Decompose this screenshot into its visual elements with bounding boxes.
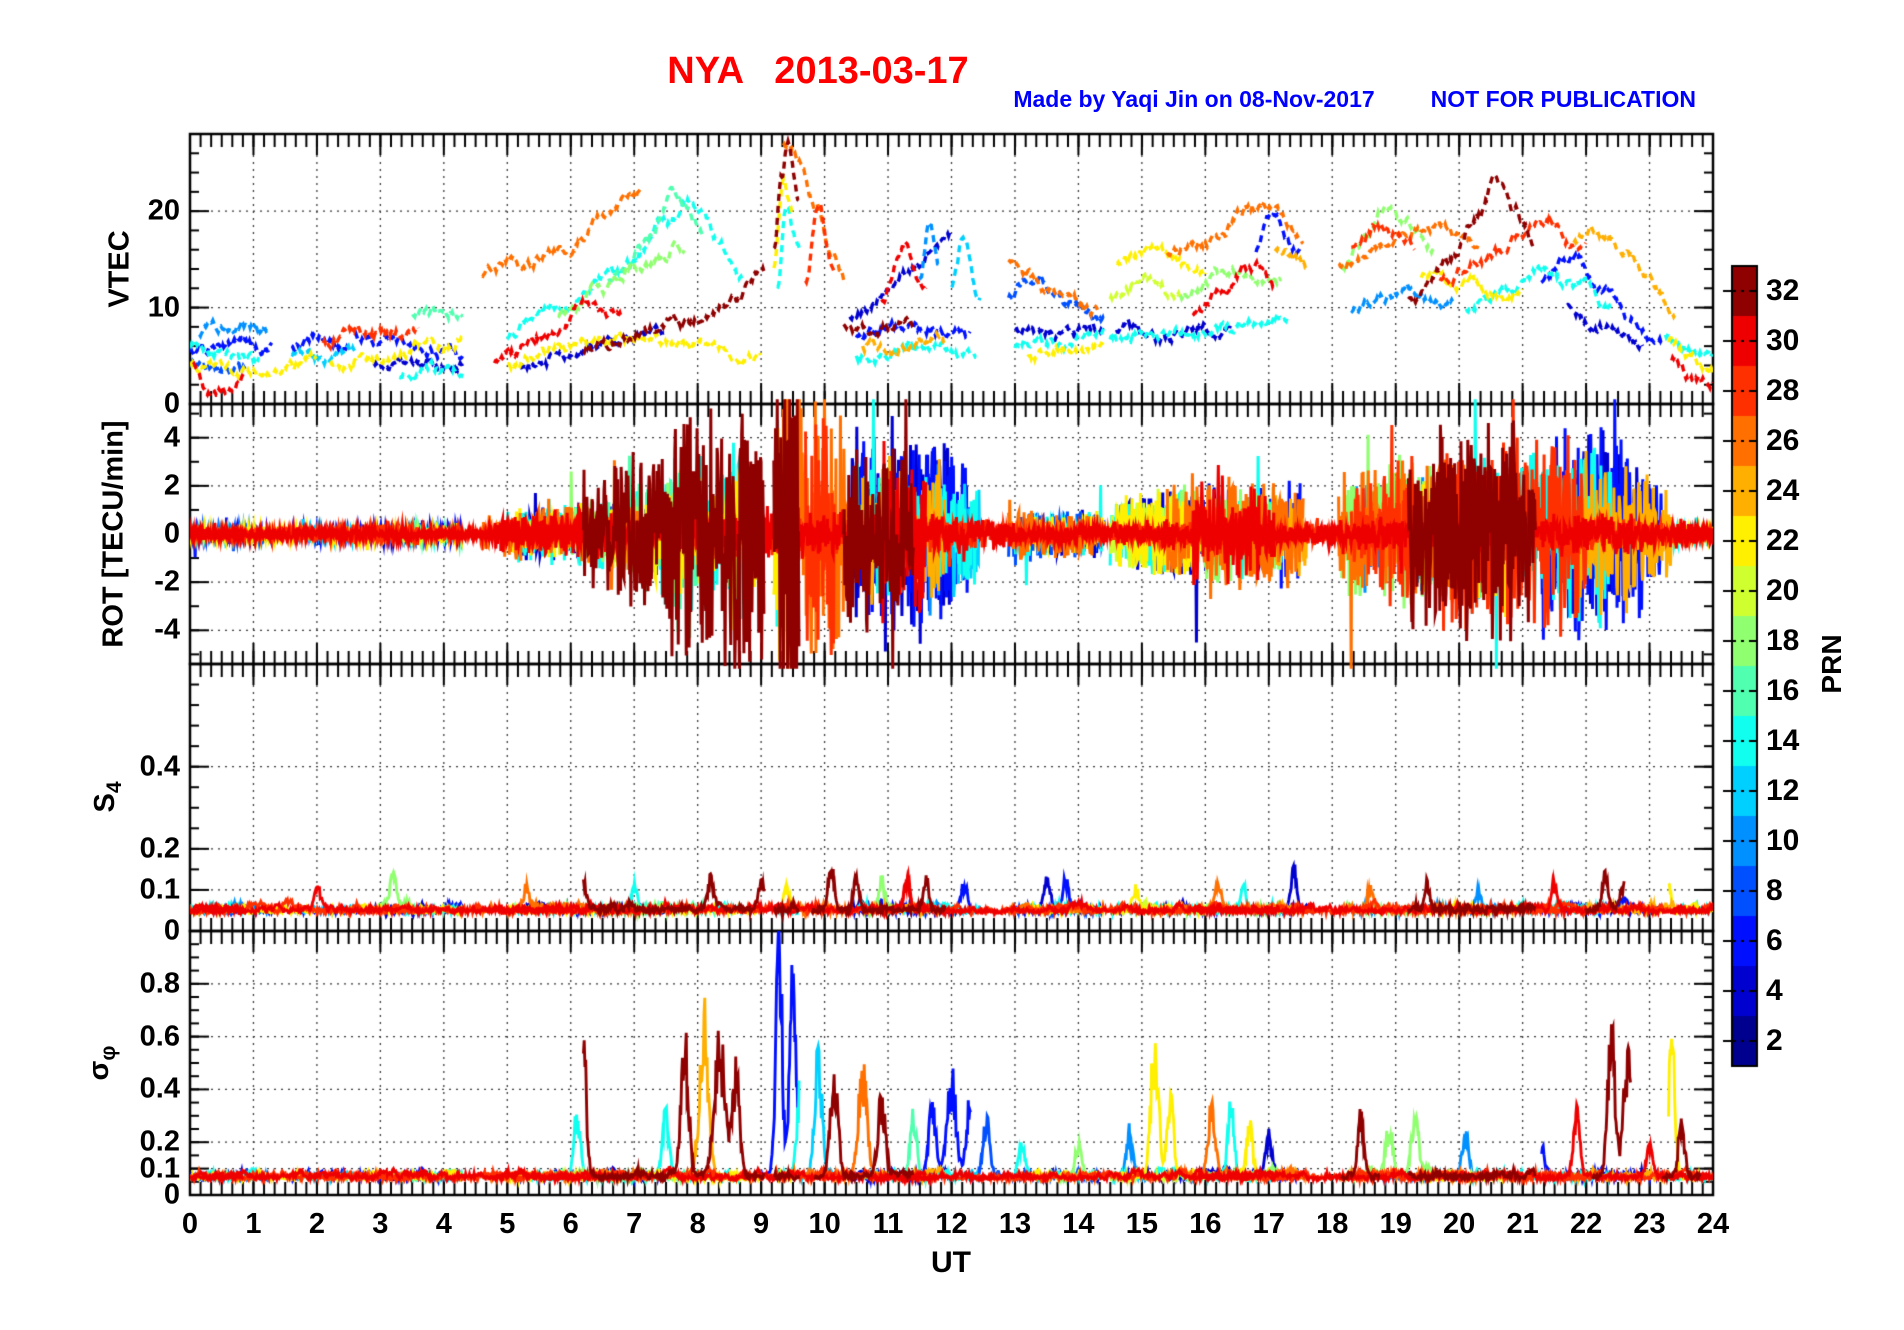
colorbar-tick-label: 20 [1766,574,1800,607]
colorbar-tick-label: 18 [1766,624,1800,657]
colorbar-tick-label: 2 [1766,1024,1783,1057]
x-tick-label: 21 [1506,1208,1539,1240]
y-tick-label: 2 [163,469,180,502]
colorbar-tick-label: 6 [1766,924,1783,957]
vtec-axis-label: VTEC [103,230,136,308]
x-tick-label: 15 [1125,1208,1159,1240]
x-tick-label: 11 [872,1208,904,1240]
sigma-phi-axis-label: σφ [83,1045,120,1081]
x-tick-label: 18 [1316,1208,1349,1240]
credit-text: Made by Yaqi Jin on 08-Nov-2017 [1013,86,1375,112]
y-tick-label: 0.6 [139,1020,180,1053]
colorbar-tick-label: 8 [1766,874,1783,907]
y-tick-label: 0 [163,1178,180,1211]
y-tick-label: 4 [163,421,180,454]
not-for-publication-text: NOT FOR PUBLICATION [1430,86,1696,112]
x-tick-label: 5 [499,1208,516,1240]
x-tick-label: 14 [1062,1208,1095,1240]
x-tick-label: 17 [1252,1208,1285,1240]
x-tick-label: 0 [181,1208,199,1240]
colorbar-tick-label: 16 [1766,674,1800,707]
x-tick-label: 13 [998,1208,1032,1240]
x-tick-label: 4 [435,1208,452,1240]
y-tick-label: 0.2 [139,1125,180,1158]
y-tick-label: 0.8 [139,967,180,1000]
y-tick-label: 0.4 [139,750,180,783]
colorbar-label: PRN [1816,634,1847,694]
x-tick-label: 3 [372,1208,389,1240]
rot-axis-label: ROT [TECU/min] [97,420,130,648]
colorbar-tick-label: 14 [1766,724,1800,757]
y-tick-label: 20 [147,194,180,227]
x-tick-label: 20 [1443,1208,1476,1240]
colorbar-tick-label: 12 [1766,774,1800,807]
x-tick-label: 24 [1696,1208,1730,1240]
y-tick-label: 0.1 [139,1152,180,1185]
colorbar-tick-label: 22 [1766,524,1800,557]
x-tick-label: 23 [1633,1208,1666,1240]
x-tick-label: 22 [1569,1208,1603,1240]
y-tick-label: 0.1 [139,873,180,906]
colorbar-tick-label: 30 [1766,324,1800,357]
y-tick-label: 10 [147,291,180,324]
x-tick-label: 9 [753,1208,770,1240]
s4-axis-label: S4 [89,781,126,813]
subtitle: Made by Yaqi Jin on 08-Nov-2017 NOT FOR … [1013,86,1696,113]
colorbar-tick-label: 24 [1766,474,1800,507]
x-tick-label: 6 [562,1208,579,1240]
colorbar-tick-label: 4 [1766,974,1783,1007]
y-tick-label: 0 [163,517,180,550]
y-tick-label: -2 [154,565,180,598]
y-tick-label: -4 [154,613,180,646]
x-tick-label: 7 [626,1208,643,1240]
x-axis-label: UT [931,1246,971,1279]
colorbar-tick-label: 26 [1766,424,1800,457]
page-title: NYA 2013-03-17 [667,50,969,92]
colorbar-tick-label: 32 [1766,274,1800,307]
x-tick-label: 8 [689,1208,706,1240]
x-tick-label: 1 [245,1208,262,1240]
x-tick-label: 2 [308,1208,325,1240]
colorbar-tick-label: 28 [1766,374,1800,407]
y-tick-label: 0.2 [139,832,180,865]
y-tick-label: 0 [163,914,180,947]
y-tick-label: 0 [163,387,180,420]
x-tick-label: 10 [808,1208,841,1240]
x-tick-label: 16 [1189,1208,1222,1240]
x-tick-label: 12 [935,1208,968,1240]
y-tick-label: 0.4 [139,1072,180,1105]
x-tick-label: 19 [1379,1208,1412,1240]
colorbar-tick-label: 10 [1766,824,1800,857]
